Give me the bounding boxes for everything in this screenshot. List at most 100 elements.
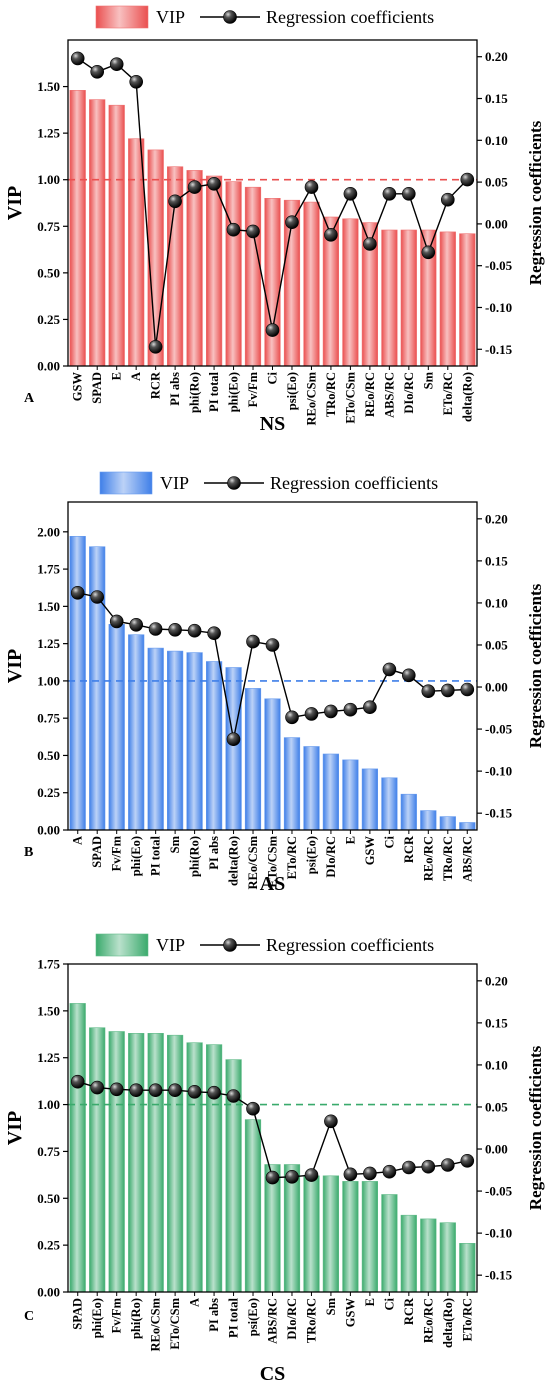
category-label: REo/RC bbox=[421, 836, 435, 881]
coefficient-point bbox=[265, 323, 280, 337]
category-label: Ci bbox=[382, 835, 396, 848]
coefficient-point bbox=[343, 187, 358, 201]
legend-line-label: Regression coefficients bbox=[266, 935, 434, 955]
category-label: A bbox=[188, 1298, 202, 1307]
coefficient-point bbox=[246, 224, 260, 239]
y-axis-title: VIP bbox=[4, 186, 26, 220]
coefficient-point bbox=[129, 75, 143, 89]
coefficient-point bbox=[148, 622, 163, 636]
category-label: phi(Eo) bbox=[227, 372, 241, 412]
legend: VIP Regression coefficients bbox=[99, 471, 438, 495]
coefficient-point bbox=[246, 1101, 260, 1116]
legend-point-swatch bbox=[223, 938, 237, 952]
category-label: Ci bbox=[382, 1297, 396, 1310]
vip-bar bbox=[167, 1034, 184, 1293]
y2-tick-label: 0.15 bbox=[485, 1015, 508, 1030]
vip-bar bbox=[206, 661, 223, 831]
category-label: phi(Ro) bbox=[129, 1298, 143, 1339]
y-tick-label: 0.50 bbox=[37, 748, 60, 763]
y-tick-label: 0.00 bbox=[37, 359, 60, 374]
vip-bar bbox=[128, 1033, 145, 1293]
vip-bar bbox=[420, 1218, 437, 1293]
y-tick-label: 2.00 bbox=[37, 524, 60, 539]
vip-bar bbox=[128, 138, 145, 367]
category-label: RCR bbox=[149, 371, 163, 399]
vip-bar bbox=[206, 175, 223, 367]
category-label: A bbox=[129, 372, 143, 381]
vip-bar bbox=[381, 777, 398, 831]
category-label: PI total bbox=[227, 1297, 241, 1337]
category-label: GSW bbox=[343, 1298, 357, 1328]
coefficient-point bbox=[148, 1083, 163, 1097]
y2-tick-label: -0.10 bbox=[485, 300, 512, 315]
y-tick-label: 0.00 bbox=[37, 1285, 60, 1300]
category-label: Fv/Fm bbox=[110, 835, 124, 871]
coefficient-point bbox=[90, 590, 104, 604]
vip-bar bbox=[303, 201, 320, 367]
coefficient-point bbox=[187, 180, 202, 194]
coefficient-point bbox=[304, 1168, 319, 1182]
coefficient-point bbox=[460, 682, 475, 697]
y-tick-label: 1.75 bbox=[37, 562, 60, 577]
category-label: REo/CSm bbox=[149, 1297, 163, 1351]
vip-bar bbox=[400, 1214, 417, 1293]
y2-tick-label: 0.05 bbox=[485, 637, 508, 652]
vip-bar bbox=[225, 181, 242, 367]
coefficient-point bbox=[421, 1159, 436, 1174]
category-label: SPAD bbox=[90, 836, 104, 868]
vip-bar bbox=[420, 810, 437, 831]
vip-bar bbox=[89, 99, 106, 367]
vip-bar bbox=[303, 1175, 320, 1293]
category-label: PI abs bbox=[207, 1298, 221, 1332]
coefficient-point bbox=[109, 57, 124, 71]
category-label: RCR bbox=[402, 835, 416, 863]
y-tick-label: 1.25 bbox=[37, 126, 60, 141]
y2-tick-label: 0.15 bbox=[485, 91, 508, 106]
coefficient-point bbox=[70, 585, 85, 600]
vip-bar bbox=[264, 698, 281, 831]
coefficient-point bbox=[109, 614, 124, 629]
coefficient-point bbox=[421, 245, 436, 260]
vip-bar bbox=[186, 170, 203, 367]
vip-bar bbox=[439, 816, 456, 831]
vip-bar bbox=[244, 186, 262, 367]
category-label: psi(Eo) bbox=[305, 836, 319, 874]
y2-tick-label: 0.10 bbox=[485, 133, 508, 148]
y-tick-label: 1.00 bbox=[37, 172, 60, 187]
coefficient-point bbox=[460, 1154, 475, 1168]
vip-bar bbox=[69, 90, 86, 367]
vip-bar bbox=[167, 650, 184, 831]
vip-bar bbox=[225, 667, 242, 831]
category-label: ETo/RC bbox=[460, 1298, 474, 1341]
legend-line-label: Regression coefficients bbox=[266, 7, 434, 27]
y-tick-label: 0.50 bbox=[37, 265, 60, 280]
vip-bar bbox=[108, 104, 125, 367]
legend: VIP Regression coefficients bbox=[95, 5, 434, 29]
category-label: TRo/RC bbox=[441, 836, 455, 881]
y-tick-label: 0.00 bbox=[37, 823, 60, 838]
legend-point-swatch bbox=[223, 10, 237, 24]
category-label: delta(Ro) bbox=[460, 372, 474, 422]
coefficient-point bbox=[401, 187, 416, 201]
y2-axis-title: Regression coefficients bbox=[526, 1045, 545, 1210]
y-tick-label: 1.50 bbox=[37, 79, 60, 94]
coefficient-point bbox=[363, 1166, 377, 1181]
y2-tick-label: 0.15 bbox=[485, 553, 508, 568]
legend-bar-label: VIP bbox=[160, 473, 189, 493]
category-label: phi(Eo) bbox=[129, 836, 143, 876]
coefficient-point bbox=[148, 339, 163, 354]
legend-bar-label: VIP bbox=[156, 935, 185, 955]
y-tick-label: 1.25 bbox=[37, 636, 60, 651]
vip-bar bbox=[439, 231, 456, 367]
coefficient-point bbox=[90, 1080, 104, 1095]
category-label: DIo/RC bbox=[285, 1298, 299, 1340]
category-label: phi(Ro) bbox=[188, 836, 202, 877]
coefficient-point bbox=[226, 1089, 241, 1103]
vip-bar bbox=[186, 652, 203, 831]
y2-tick-label: 0.20 bbox=[485, 973, 508, 988]
y-tick-label: 0.25 bbox=[37, 1238, 60, 1253]
panel-title: NS bbox=[260, 413, 286, 435]
coefficient-point bbox=[304, 707, 319, 721]
coefficient-point bbox=[343, 702, 358, 717]
category-label: phi(Ro) bbox=[188, 372, 202, 413]
